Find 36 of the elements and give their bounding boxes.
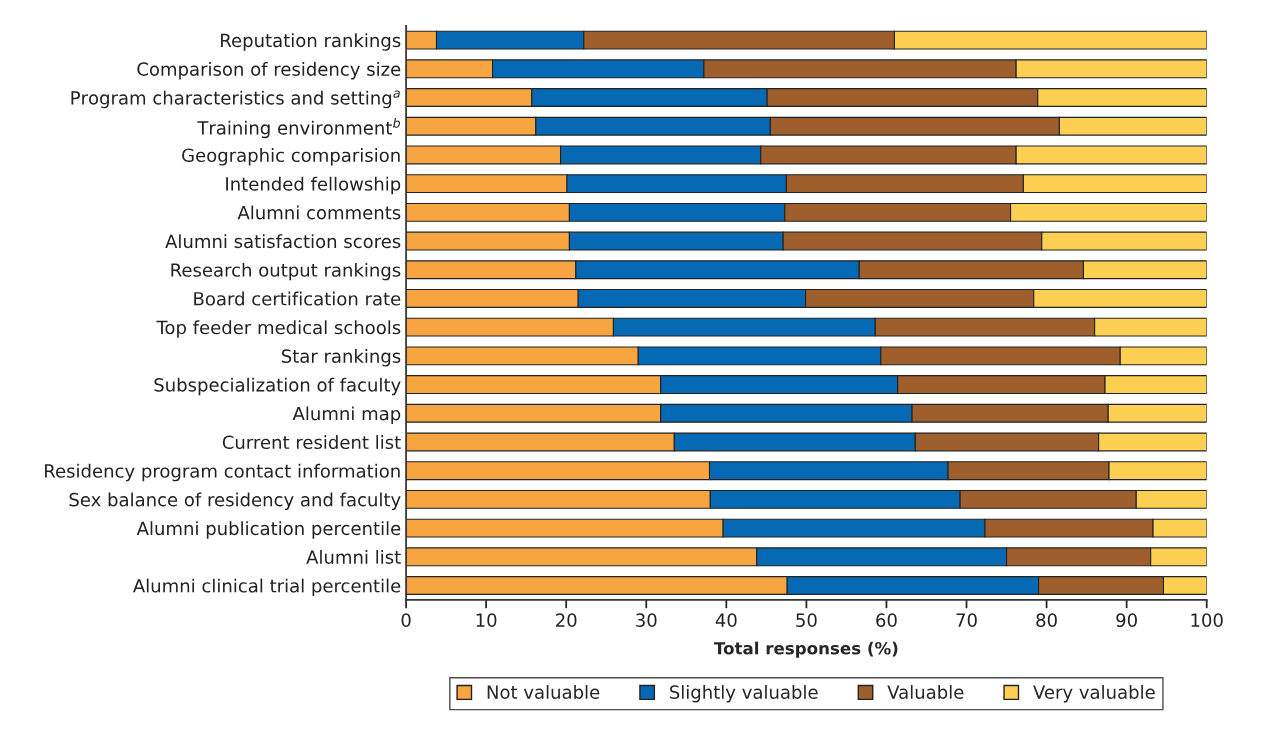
legend-label: Very valuable xyxy=(1033,684,1155,703)
y-tick-label: Top feeder medical schools xyxy=(156,320,401,338)
y-tick-label: Research output rankings xyxy=(171,262,401,281)
y-tick-label: Intended fellowship xyxy=(226,176,401,195)
x-axis-title: Total responses (%) xyxy=(714,641,898,658)
y-tick-label: Alumni list xyxy=(306,549,401,564)
x-tick-label: 20 xyxy=(556,613,577,628)
legend-label: Valuable xyxy=(887,684,964,699)
y-tick-label: Training environment$^{b}$ xyxy=(197,117,400,139)
y-tick-label: Sex balance of residency and faculty xyxy=(69,492,401,510)
x-tick-label: 40 xyxy=(715,613,737,628)
legend-label: Not valuable xyxy=(487,684,600,699)
y-tick-label: Alumni comments xyxy=(237,205,401,220)
x-tick-label: 70 xyxy=(956,613,977,628)
x-tick-label: 80 xyxy=(1036,613,1057,628)
x-tick-label: 0 xyxy=(401,613,411,628)
y-tick-label: Alumni clinical trial percentile xyxy=(132,578,401,597)
y-tick-label: Alumni publication percentile xyxy=(136,521,401,539)
y-tick-label: Program characteristics and setting$^{a}$ xyxy=(71,90,400,109)
x-tick-label: 50 xyxy=(796,613,817,628)
x-tick-label: 90 xyxy=(1116,613,1137,628)
y-tick-label: Subspecialization of faculty xyxy=(154,377,401,396)
y-tick-label: Geographic comparision xyxy=(182,148,400,166)
y-tick-label: Reputation rankings xyxy=(221,33,401,51)
y-tick-label: Alumni map xyxy=(292,406,401,424)
y-tick-label: Comparison of residency size xyxy=(137,61,401,80)
y-tick-label: Residency program contact information xyxy=(45,463,400,482)
y-tick-label: Star rankings xyxy=(281,349,401,367)
y-tick-label: Alumni satisfaction scores xyxy=(165,234,401,249)
x-tick-label: 60 xyxy=(876,613,897,628)
legend-label: Slightly valuable xyxy=(670,684,818,703)
y-tick-label: Board certification rate xyxy=(194,291,401,306)
x-tick-label: 100 xyxy=(1191,613,1223,628)
x-tick-label: 10 xyxy=(476,613,497,628)
y-tick-label: Current resident list xyxy=(222,435,401,450)
x-tick-label: 30 xyxy=(636,613,657,628)
